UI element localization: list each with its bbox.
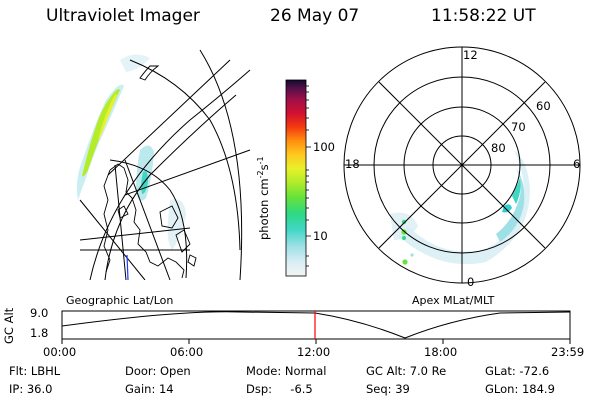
- emission-dot: [401, 229, 407, 235]
- colorbar-ticks: [306, 85, 311, 267]
- mlt-label-6: 6: [573, 157, 581, 171]
- oval-bright: [512, 178, 521, 204]
- oval-bright: [502, 204, 512, 213]
- aurora-halo: [76, 84, 124, 200]
- time-tick: 18:00: [424, 345, 458, 359]
- left-panel-label: Geographic Lat/Lon: [66, 294, 174, 307]
- colorbar-exp-b: -1: [256, 156, 265, 165]
- time-tick: 12:00: [297, 345, 331, 359]
- altitude-tick-max: 9.0: [30, 306, 49, 320]
- info-gain: Gain: 14: [125, 382, 174, 396]
- date-label: 26 May 07: [270, 6, 360, 26]
- lon-line: [79, 227, 191, 241]
- lat-arc: [89, 69, 251, 280]
- aurora-core: [98, 94, 117, 140]
- time-tick: 06:00: [170, 345, 204, 359]
- info-glon: GLon: 184.9: [485, 382, 555, 396]
- coastline: [139, 65, 160, 81]
- time-label: 11:58:22 UT: [431, 6, 536, 26]
- coastline-island: [175, 229, 191, 253]
- colorbar-tick-10: 10: [313, 229, 328, 243]
- emission-dot: [401, 219, 407, 225]
- lat-arc: [129, 59, 241, 251]
- oval-mid: [496, 168, 525, 242]
- time-tick: 00:00: [43, 345, 77, 359]
- lat-label-80: 80: [491, 141, 506, 155]
- emission-dot: [402, 259, 408, 265]
- time-tick: 23:59: [551, 345, 585, 359]
- lon-line: [124, 159, 171, 280]
- mlt-label-12: 12: [463, 48, 478, 62]
- lon-line: [107, 59, 231, 176]
- colorbar-exp-a: -2: [256, 170, 265, 179]
- coastline-west: [103, 169, 111, 273]
- lat-arc: [104, 94, 237, 280]
- info-flt: Flt: LBHL: [9, 364, 61, 378]
- geographic-map: [76, 49, 251, 280]
- lon-line: [114, 164, 127, 280]
- info-glat: GLat: -72.6: [485, 364, 550, 378]
- colorbar-axis-label: photon cm-2s-1: [256, 156, 271, 240]
- mlt-label-0: 0: [467, 275, 475, 289]
- lon-line: [79, 199, 146, 280]
- coastline-ice: [159, 205, 179, 229]
- altitude-tick-min: 1.8: [30, 326, 49, 340]
- emission-dot: [410, 253, 414, 257]
- altitude-plot: [61, 310, 571, 344]
- lat-label-70: 70: [511, 120, 526, 134]
- app-title: Ultraviolet Imager: [46, 6, 200, 26]
- altitude-axis-label: GC Alt: [2, 307, 16, 344]
- polar-plot: [343, 46, 581, 284]
- lat-arc: [199, 49, 243, 280]
- colorbar-unit: photon cm: [256, 178, 271, 240]
- mlt-label-18: 18: [345, 157, 360, 171]
- colorbar-tick-100: 100: [313, 140, 335, 154]
- polar-diagonal: [378, 81, 546, 249]
- emission-dot: [402, 236, 406, 240]
- info-gcalt: GC Alt: 7.0 Re: [366, 364, 447, 378]
- coastline-antarctica: [109, 163, 185, 279]
- emission-faint-top: [120, 54, 150, 72]
- info-ip: IP: 36.0: [9, 382, 53, 396]
- coastline-island: [187, 254, 197, 267]
- info-dsp: Dsp: -6.5: [246, 382, 313, 396]
- info-seq: Seq: 39: [366, 382, 410, 396]
- colorbar: [285, 79, 307, 277]
- info-door: Door: Open: [125, 364, 191, 378]
- oval-faint: [390, 212, 418, 240]
- lon-line: [124, 149, 251, 196]
- coastline-island: [117, 205, 129, 219]
- altitude-frame: [61, 310, 571, 340]
- right-panel-label: Apex MLat/MLT: [412, 294, 495, 307]
- info-mode: Mode: Normal: [246, 364, 327, 378]
- colorbar-unit-s: s: [256, 164, 271, 171]
- emission-faint: [167, 199, 186, 250]
- lat-label-60: 60: [536, 99, 551, 113]
- altitude-curve: [61, 311, 571, 339]
- meridian-marker: [126, 254, 129, 280]
